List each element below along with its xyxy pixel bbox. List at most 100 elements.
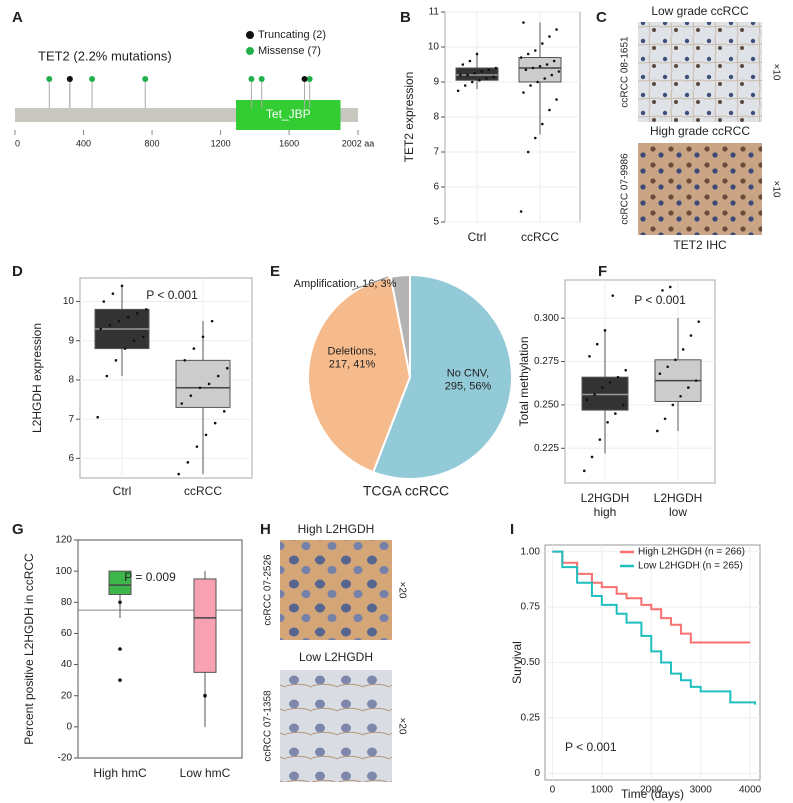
point [661,289,664,292]
y-axis-label: Percent positive L2HGDH in ccRCC [22,553,36,745]
point [593,393,596,396]
y-tick-label: 11 [429,7,440,18]
annotation: P < 0.001 [634,293,686,307]
magnification: ×10 [770,64,781,81]
domain [236,100,341,130]
y-tick-label: 120 [55,535,72,546]
y-tick-label: 0 [66,721,72,732]
point [663,417,667,421]
point [608,381,612,384]
point [96,415,99,419]
legend-marker [246,31,254,39]
point [536,80,539,84]
point [603,329,607,332]
legend-label: Missense (7) [258,45,321,57]
point [478,78,481,82]
point [598,438,602,441]
point [541,122,544,126]
point [656,429,659,433]
y-tick-label: 0 [534,768,540,779]
box [193,578,217,673]
point [195,445,199,448]
point [526,52,530,56]
point [588,355,591,358]
y-tick-label: 9 [433,77,439,88]
x-tick-label: High hmC [93,766,147,780]
y-axis-label: TET2 expression [402,72,416,163]
point [99,327,103,331]
micrograph [638,22,762,122]
point [141,335,145,339]
title: TET2 (2.2% mutations) [38,48,172,63]
y-tick-label: 9 [68,335,74,346]
slice-label: No CNV, 295, 56% [445,368,492,393]
box [455,67,499,81]
image-title: Low grade ccRCC [651,4,749,18]
point [120,284,124,288]
point [621,403,625,407]
mutation [89,76,96,82]
point [183,359,187,362]
point [118,600,122,605]
x-tick-label: 1200 [211,138,231,148]
point [192,347,196,350]
point [135,311,139,315]
domain-label: Tet_JBP [266,107,311,121]
point [105,374,109,378]
point [531,66,535,70]
point [466,73,469,77]
pie-slice [371,273,513,480]
point [522,91,525,94]
y-tick-label: 5 [433,217,439,228]
x-tick-label: ccRCC [184,484,222,498]
point [494,66,498,70]
point [555,98,558,101]
legend-marker [246,47,254,55]
box [175,359,231,408]
point [207,382,211,386]
sample-label: ccRCC 07-9986 [620,153,631,225]
panel-letter: D [12,263,23,280]
point [487,68,491,72]
point [522,21,525,24]
x-tick-label: 0 [550,785,556,796]
point [468,59,472,63]
point [533,49,537,52]
x-axis-label: Time (days) [621,787,684,801]
point [492,75,495,79]
point [201,335,205,339]
point [480,70,484,73]
mutation [306,76,313,82]
x-tick-label: 2000 [640,785,663,796]
sample-label: ccRCC 07-1358 [263,690,274,762]
x-tick-label: 400 [76,138,91,148]
point [186,461,190,464]
survival-curve [552,550,757,705]
point [123,347,127,350]
point [557,70,561,73]
point [545,63,549,66]
point [671,403,675,407]
panel-letter: B [400,9,411,26]
x-tick-label: 4000 [739,785,762,796]
x-tick-label: Low hmC [180,766,231,780]
x-tick-label: 1000 [591,785,614,796]
point [519,210,523,213]
y-tick-label: 0.50 [521,657,541,668]
x-tick-label: L2HGDH low [654,491,703,519]
point [118,647,122,651]
point [555,28,558,31]
panel-letter: G [12,521,24,538]
point [145,308,148,311]
point [616,375,620,379]
point [611,294,615,297]
annotation: P < 0.001 [146,288,198,302]
mutation [248,76,255,82]
point [538,64,542,68]
point [177,472,180,476]
point [658,372,662,375]
y-tick-label: 1.00 [521,546,541,557]
point [463,84,467,87]
y-tick-label: 0.250 [534,400,559,411]
